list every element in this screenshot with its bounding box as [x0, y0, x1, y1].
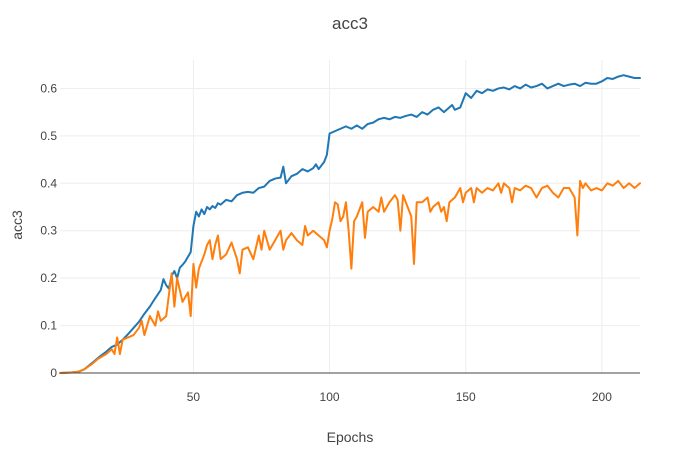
y-tick-label: 0: [50, 366, 57, 380]
y-tick-label: 0.4: [40, 176, 57, 190]
x-tick-label: 200: [592, 390, 612, 404]
y-tick-label: 0.6: [40, 81, 57, 95]
x-tick-label: 150: [456, 390, 476, 404]
chart-title: acc3: [332, 14, 368, 33]
y-tick-label: 0.5: [40, 129, 57, 143]
y-tick-label: 0.1: [40, 319, 57, 333]
y-tick-label: 0.3: [40, 224, 57, 238]
series-line-2: [59, 179, 641, 374]
series-layer: [59, 74, 641, 374]
y-axis-title: acc3: [9, 210, 25, 240]
x-axis-title: Epochs: [327, 429, 374, 445]
y-tick-label: 0.2: [40, 271, 57, 285]
tick-layer: 0 0.1 0.2 0.3 0.4 0.5 0.6 50 100 150 200: [40, 81, 612, 404]
x-tick-label: 100: [320, 390, 340, 404]
grid-layer: [60, 60, 640, 373]
x-tick-label: 50: [187, 390, 201, 404]
